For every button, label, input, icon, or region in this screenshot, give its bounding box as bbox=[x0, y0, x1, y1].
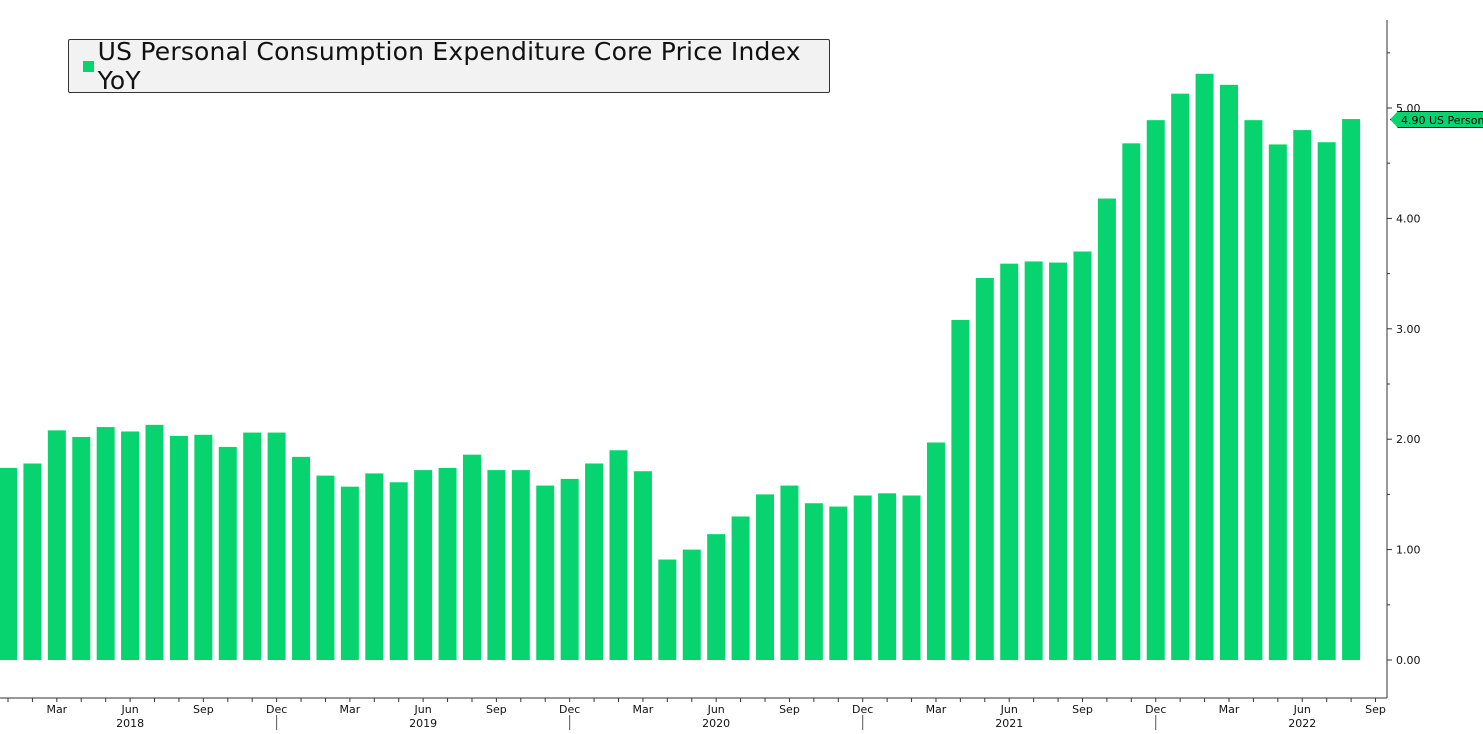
x-tick-label: Jun bbox=[1293, 703, 1311, 716]
bar bbox=[633, 471, 652, 660]
y-tick-label: 3.00 bbox=[1396, 323, 1421, 336]
bar bbox=[243, 432, 262, 660]
bar bbox=[975, 278, 994, 660]
bar bbox=[780, 485, 799, 660]
x-tick-label: Mar bbox=[926, 703, 947, 716]
x-tick-label: Dec bbox=[559, 703, 580, 716]
bar bbox=[1024, 261, 1043, 660]
bar bbox=[145, 424, 164, 660]
bar bbox=[414, 470, 433, 660]
x-tick-label: Jun bbox=[707, 703, 725, 716]
bar bbox=[536, 485, 555, 660]
bar bbox=[96, 427, 115, 660]
x-year-label: 2020 bbox=[702, 717, 730, 730]
bar bbox=[707, 534, 726, 660]
y-tick-label: 0.00 bbox=[1396, 654, 1421, 667]
bar bbox=[1073, 251, 1092, 660]
bar bbox=[1342, 119, 1361, 661]
bar bbox=[365, 473, 384, 660]
bar bbox=[169, 435, 188, 660]
bar bbox=[194, 434, 213, 660]
bar bbox=[1268, 144, 1287, 660]
x-tick-label: Jun bbox=[414, 703, 432, 716]
bar bbox=[682, 549, 701, 660]
bar bbox=[756, 494, 775, 660]
bar bbox=[951, 319, 970, 660]
bar bbox=[560, 478, 579, 660]
bar bbox=[1097, 198, 1116, 660]
x-tick-label: Jun bbox=[1000, 703, 1018, 716]
bar bbox=[878, 493, 897, 660]
bar bbox=[47, 430, 66, 660]
x-tick-label: Dec bbox=[852, 703, 873, 716]
x-tick-label: Mar bbox=[46, 703, 67, 716]
bar bbox=[1317, 142, 1336, 660]
x-year-label: 2022 bbox=[1288, 717, 1316, 730]
bar bbox=[1171, 93, 1190, 660]
x-tick-label: Sep bbox=[1365, 703, 1386, 716]
bar bbox=[1220, 84, 1238, 661]
bar bbox=[731, 516, 750, 660]
legend-swatch bbox=[83, 60, 94, 72]
bar bbox=[218, 446, 237, 660]
bar bbox=[511, 470, 530, 660]
legend-label: US Personal Consumption Expenditure Core… bbox=[97, 37, 801, 95]
y-tick-label: 2.00 bbox=[1396, 433, 1421, 446]
bar bbox=[853, 495, 872, 660]
y-tick-label: 4.00 bbox=[1396, 212, 1421, 225]
bar bbox=[585, 463, 604, 660]
bar bbox=[292, 456, 311, 660]
bar bbox=[1146, 120, 1165, 661]
bar bbox=[121, 431, 140, 660]
bar bbox=[316, 475, 335, 660]
x-tick-label: Sep bbox=[1072, 703, 1093, 716]
bar bbox=[487, 470, 506, 660]
bar bbox=[1049, 262, 1068, 660]
x-tick-label: Sep bbox=[486, 703, 507, 716]
y-tick-label: 1.00 bbox=[1396, 544, 1421, 557]
x-year-label: 2019 bbox=[409, 717, 437, 730]
bar bbox=[926, 442, 945, 660]
bar bbox=[340, 486, 359, 660]
bar bbox=[23, 463, 42, 660]
x-tick-label: Sep bbox=[193, 703, 214, 716]
bar bbox=[462, 454, 481, 660]
x-year-label: 2021 bbox=[995, 717, 1023, 730]
bar bbox=[829, 506, 848, 660]
bar bbox=[658, 559, 677, 660]
bar bbox=[804, 503, 823, 660]
bar bbox=[72, 436, 91, 660]
bar bbox=[1293, 130, 1312, 660]
bar bbox=[902, 495, 921, 660]
x-tick-label: Mar bbox=[633, 703, 654, 716]
x-tick-label: Sep bbox=[779, 703, 800, 716]
bar bbox=[1244, 120, 1263, 661]
x-tick-label: Mar bbox=[339, 703, 360, 716]
bar bbox=[1000, 263, 1019, 660]
bar bbox=[438, 467, 457, 660]
x-year-label: 2018 bbox=[116, 717, 144, 730]
bar bbox=[389, 482, 408, 660]
x-tick-label: Mar bbox=[1219, 703, 1240, 716]
bar bbox=[267, 432, 286, 660]
bar bbox=[609, 450, 628, 660]
last-value-tag: 4.90 US Person bbox=[1390, 111, 1483, 128]
x-tick-label: Dec bbox=[266, 703, 287, 716]
bar bbox=[1122, 143, 1141, 660]
bar bbox=[0, 467, 17, 660]
x-tick-label: Dec bbox=[1145, 703, 1166, 716]
x-tick-label: Jun bbox=[121, 703, 139, 716]
legend: US Personal Consumption Expenditure Core… bbox=[68, 37, 830, 95]
bar bbox=[1195, 73, 1214, 660]
